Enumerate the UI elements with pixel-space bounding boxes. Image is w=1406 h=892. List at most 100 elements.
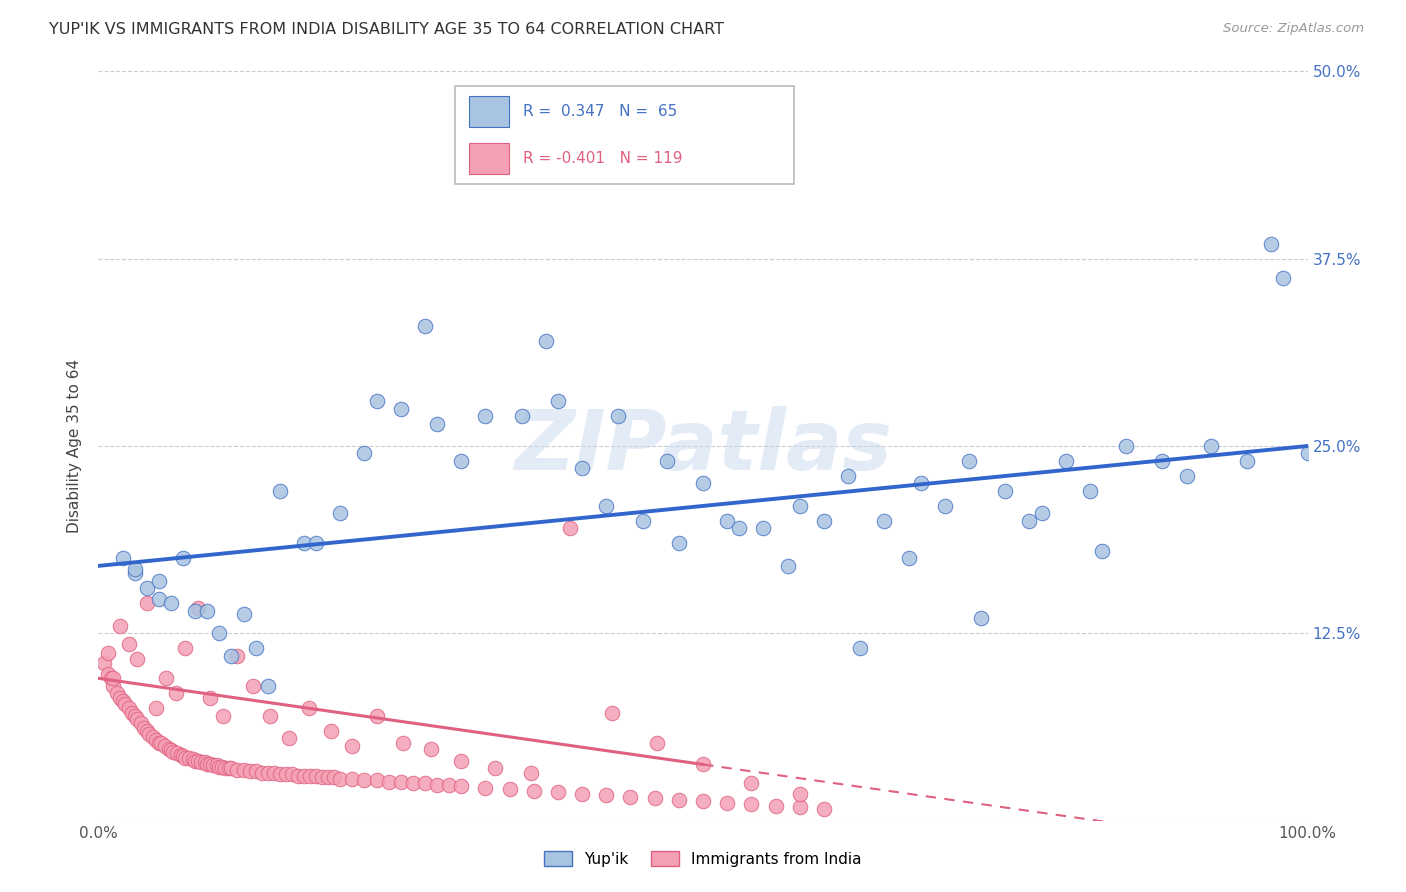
Legend: Yup'ik, Immigrants from India: Yup'ik, Immigrants from India — [538, 846, 868, 873]
Point — [602, 706, 624, 720]
Point — [134, 721, 156, 735]
Point — [148, 574, 170, 588]
Point — [263, 765, 285, 780]
Point — [108, 619, 131, 633]
Point — [1296, 446, 1319, 460]
Point — [910, 476, 932, 491]
Point — [571, 787, 593, 801]
Point — [221, 761, 243, 775]
Point — [366, 394, 388, 409]
Point — [813, 802, 835, 816]
Point — [413, 776, 436, 790]
Point — [692, 794, 714, 808]
Point — [292, 769, 315, 783]
Text: ZIPatlas: ZIPatlas — [515, 406, 891, 486]
Point — [124, 562, 146, 576]
Point — [813, 514, 835, 528]
Point — [655, 454, 678, 468]
Point — [292, 536, 315, 550]
Point — [135, 596, 157, 610]
Point — [728, 521, 751, 535]
Point — [239, 764, 262, 779]
Point — [214, 761, 236, 775]
Point — [486, 139, 509, 153]
Point — [118, 701, 141, 715]
Point — [474, 409, 496, 423]
Point — [195, 756, 218, 771]
Point — [142, 730, 165, 744]
Point — [181, 752, 204, 766]
Point — [269, 483, 291, 498]
Point — [305, 536, 328, 550]
Point — [1236, 454, 1258, 468]
Point — [450, 754, 472, 768]
Point — [474, 780, 496, 795]
Point — [873, 514, 896, 528]
Point — [595, 499, 617, 513]
Point — [716, 796, 738, 810]
Point — [259, 708, 281, 723]
Point — [353, 773, 375, 788]
Point — [118, 637, 141, 651]
Point — [211, 760, 233, 774]
Point — [278, 731, 301, 746]
Point — [299, 769, 322, 783]
Point — [789, 800, 811, 814]
Point — [311, 770, 333, 784]
Point — [789, 499, 811, 513]
Point — [849, 641, 872, 656]
Point — [218, 761, 240, 775]
Point — [668, 536, 690, 550]
Point — [740, 797, 762, 812]
Point — [595, 788, 617, 802]
Point — [377, 774, 399, 789]
Point — [366, 708, 388, 723]
Point — [752, 521, 775, 535]
Point — [740, 776, 762, 790]
Point — [194, 755, 217, 769]
Text: Source: ZipAtlas.com: Source: ZipAtlas.com — [1223, 22, 1364, 36]
Point — [329, 507, 352, 521]
Point — [571, 461, 593, 475]
Point — [426, 417, 449, 431]
Point — [105, 686, 128, 700]
Point — [1199, 439, 1222, 453]
Point — [124, 566, 146, 581]
Point — [392, 736, 415, 750]
Point — [437, 778, 460, 792]
Point — [179, 750, 201, 764]
Point — [145, 701, 167, 715]
Point — [1260, 236, 1282, 251]
Point — [366, 773, 388, 788]
Point — [108, 690, 131, 705]
Point — [157, 741, 180, 756]
Point — [631, 514, 654, 528]
Point — [837, 469, 859, 483]
Point — [232, 607, 254, 621]
Point — [319, 723, 342, 738]
Point — [644, 791, 666, 805]
Point — [174, 641, 197, 656]
Point — [668, 792, 690, 806]
Point — [101, 671, 124, 685]
Point — [202, 758, 225, 772]
Point — [287, 769, 309, 783]
Point — [198, 690, 221, 705]
Point — [153, 739, 176, 753]
Point — [1152, 454, 1174, 468]
Point — [148, 736, 170, 750]
Point — [172, 551, 194, 566]
Point — [692, 476, 714, 491]
Point — [534, 334, 557, 348]
Point — [420, 741, 443, 756]
Point — [305, 769, 328, 783]
Point — [226, 648, 249, 663]
Point — [450, 779, 472, 793]
Point — [450, 454, 472, 468]
Point — [232, 763, 254, 777]
Point — [970, 611, 993, 625]
Point — [484, 761, 506, 775]
Point — [1091, 544, 1114, 558]
Point — [645, 736, 668, 750]
Point — [1018, 514, 1040, 528]
